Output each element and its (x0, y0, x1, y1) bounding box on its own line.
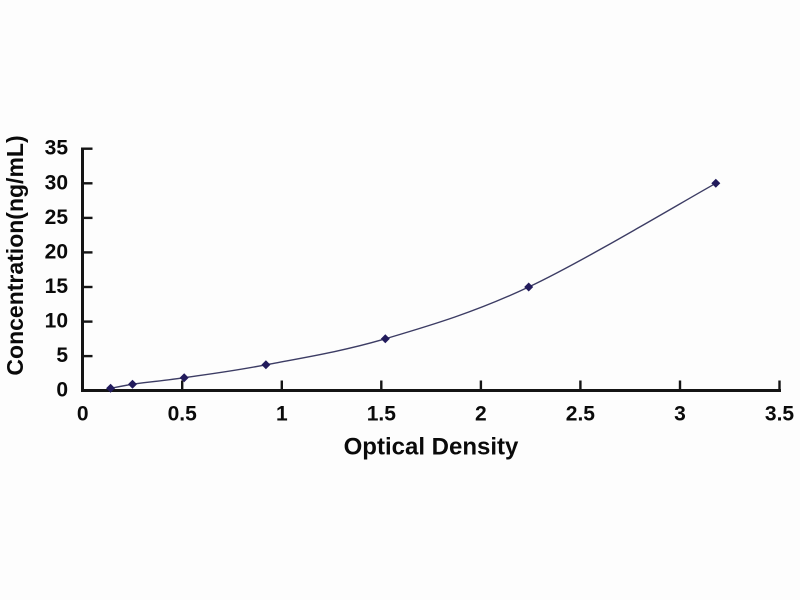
svg-text:2: 2 (475, 403, 487, 426)
svg-text:5: 5 (56, 344, 68, 367)
svg-text:3: 3 (674, 403, 686, 426)
svg-text:3.5: 3.5 (765, 403, 795, 426)
svg-text:0: 0 (77, 403, 89, 426)
svg-text:1: 1 (276, 403, 288, 426)
svg-text:10: 10 (45, 310, 68, 333)
svg-text:0.5: 0.5 (168, 403, 198, 426)
svg-text:0: 0 (56, 379, 68, 402)
svg-text:Concentration(ng/mL): Concentration(ng/mL) (2, 135, 28, 375)
svg-text:20: 20 (45, 240, 68, 263)
svg-text:25: 25 (45, 206, 69, 229)
svg-text:15: 15 (45, 275, 69, 298)
svg-text:35: 35 (45, 137, 69, 160)
svg-text:Optical Density: Optical Density (344, 434, 519, 461)
svg-text:2.5: 2.5 (566, 403, 596, 426)
svg-text:30: 30 (45, 171, 68, 194)
svg-text:1.5: 1.5 (367, 403, 397, 426)
